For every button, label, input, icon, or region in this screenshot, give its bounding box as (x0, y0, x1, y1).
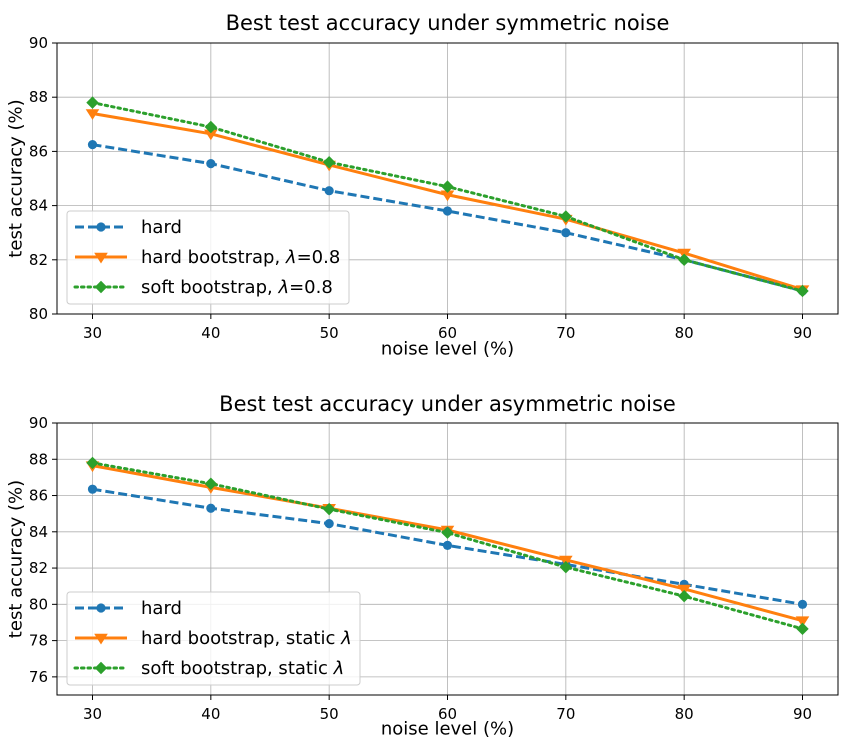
legend-marker (94, 280, 108, 294)
data-point (796, 622, 809, 636)
y-tick-label: 84 (29, 523, 48, 541)
data-point (85, 109, 100, 120)
data-point (206, 158, 216, 169)
legend-label: soft bootstrap, static λ (141, 658, 344, 679)
lambda-symbol: λ (333, 658, 345, 679)
data-point (86, 456, 99, 470)
x-tick-label: 30 (83, 324, 102, 342)
legend-marker (94, 252, 108, 264)
data-point (442, 206, 453, 216)
x-tick-label: 50 (320, 324, 339, 342)
x-tick-label: 40 (201, 324, 220, 342)
x-tick-label: 90 (793, 705, 812, 723)
x-tick-label: 50 (320, 705, 339, 723)
data-point (204, 120, 218, 134)
x-tick-label: 30 (83, 705, 102, 723)
y-tick-label: 80 (29, 305, 48, 323)
y-tick-label: 86 (29, 142, 48, 160)
legend-label: hard (141, 598, 182, 619)
lambda-symbol: λ (277, 277, 289, 298)
chart-title: Best test accuracy under asymmetric nois… (219, 392, 676, 416)
legend-label-prefix: soft bootstrap, (141, 277, 278, 298)
data-point (559, 560, 573, 574)
data-point (561, 228, 571, 238)
data-point (677, 589, 691, 603)
legend-marker (94, 661, 108, 675)
data-point (324, 186, 334, 196)
data-point (559, 210, 573, 223)
y-axis-label: test accuracy (%) (6, 480, 27, 638)
data-point (204, 129, 218, 141)
y-axis-label: test accuracy (%) (6, 99, 27, 257)
y-tick-label: 90 (29, 414, 48, 432)
y-tick-label: 90 (29, 34, 48, 52)
data-point (324, 519, 334, 529)
legend-label-suffix: =0.8 (289, 277, 333, 298)
data-point (796, 284, 809, 298)
y-tick-label: 82 (29, 559, 48, 577)
y-tick-label: 78 (29, 632, 48, 650)
data-point (442, 540, 453, 551)
legend-box (66, 591, 361, 686)
y-tick-label: 84 (29, 197, 48, 215)
x-tick-label: 70 (556, 324, 575, 342)
x-tick-label: 80 (675, 705, 694, 723)
series-3 (86, 456, 809, 636)
x-tick-label: 90 (793, 324, 812, 342)
data-point (441, 180, 454, 193)
legend-marker (94, 633, 108, 645)
y-tick-label: 76 (29, 668, 48, 686)
legend-label: soft bootstrap, λ=0.8 (141, 277, 333, 298)
legend-label: hard bootstrap, static λ (141, 628, 352, 649)
x-axis-label: noise level (%) (381, 719, 514, 740)
chart-title: Best test accuracy under symmetric noise (226, 11, 670, 35)
data-point (322, 502, 336, 516)
plot-frame (56, 422, 839, 696)
legend-marker (96, 603, 106, 613)
legend-label-prefix: hard (141, 217, 182, 238)
data-point (322, 156, 336, 169)
legend-marker (96, 222, 106, 232)
data-point (87, 484, 98, 494)
legend-label-prefix: soft bootstrap, static (141, 658, 334, 679)
x-tick-label: 60 (438, 324, 457, 342)
data-point (677, 253, 691, 266)
chart-1: Best test accuracy under symmetric noise… (6, 11, 839, 360)
y-tick-label: 86 (29, 487, 48, 505)
legend-label-prefix: hard (141, 598, 182, 619)
legend-label-prefix: hard bootstrap, (141, 247, 286, 268)
data-point (797, 599, 808, 609)
x-tick-label: 40 (201, 705, 220, 723)
data-point (206, 503, 216, 513)
x-tick-label: 70 (556, 705, 575, 723)
legend-label-suffix: =0.8 (297, 247, 341, 268)
data-point (795, 616, 810, 628)
legend-label: hard (141, 217, 182, 238)
x-tick-label: 60 (438, 705, 457, 723)
y-tick-label: 88 (29, 450, 48, 468)
chart-2: Best test accuracy under asymmetric nois… (6, 392, 839, 740)
data-point (86, 96, 99, 109)
legend-box (66, 210, 350, 305)
legend-label: hard bootstrap, λ=0.8 (141, 247, 340, 268)
legend-label-prefix: hard bootstrap, static (141, 628, 341, 649)
data-point (440, 190, 455, 202)
data-point (441, 526, 454, 539)
data-point (204, 477, 218, 490)
x-axis-label: noise level (%) (381, 339, 514, 360)
lambda-symbol: λ (285, 247, 297, 268)
y-tick-label: 82 (29, 251, 48, 269)
data-point (87, 140, 98, 150)
plot-frame (56, 42, 839, 315)
y-tick-label: 88 (29, 88, 48, 106)
y-tick-label: 80 (29, 595, 48, 613)
lambda-symbol: λ (340, 628, 352, 649)
series-3 (86, 96, 809, 298)
x-tick-label: 80 (675, 324, 694, 342)
series-1 (87, 484, 808, 609)
